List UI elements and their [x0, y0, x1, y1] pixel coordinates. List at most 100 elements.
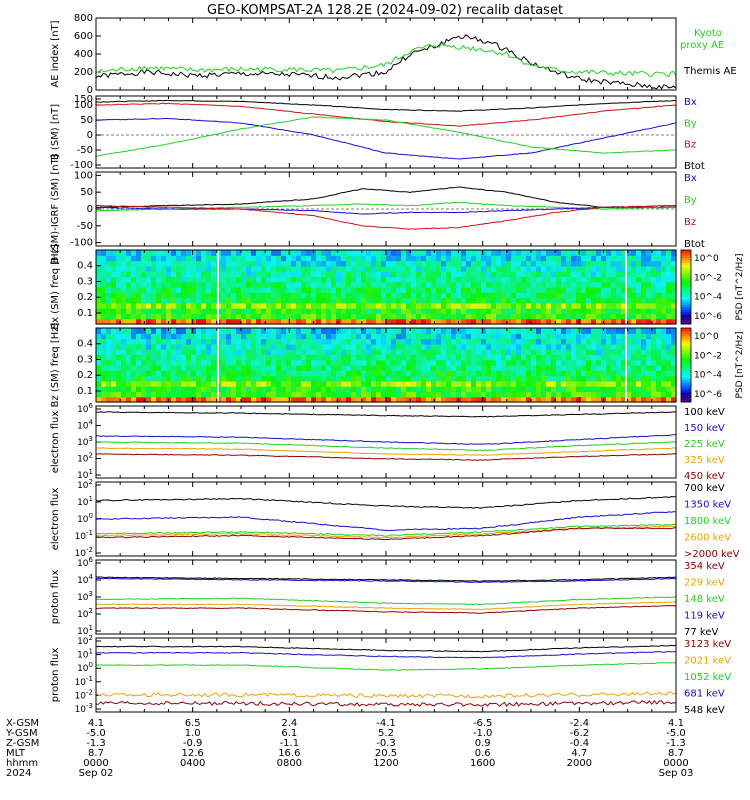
spectrogram-cell	[511, 260, 517, 267]
spectrogram-cell	[266, 292, 272, 299]
spectrogram-cell	[356, 260, 362, 267]
spectrogram-cell	[96, 297, 102, 304]
spectrogram-cell	[386, 343, 392, 350]
spectrogram-cell	[621, 359, 627, 366]
spectrogram-cell	[576, 386, 582, 393]
spectrogram-cell	[361, 265, 367, 272]
spectrogram-cell	[366, 318, 372, 325]
spectrogram-cell	[476, 359, 482, 366]
spectrogram-cell	[181, 281, 187, 288]
spectrogram-cell	[271, 287, 277, 293]
spectrogram-cell	[671, 292, 677, 299]
spectrogram-cell	[266, 380, 272, 387]
spectrogram-cell	[601, 375, 607, 382]
spectrogram-cell	[126, 318, 132, 325]
spectrogram-cell	[491, 396, 497, 403]
spectrogram-cell	[536, 328, 542, 334]
colorbar-step	[681, 379, 691, 383]
spectrogram-cell	[406, 302, 412, 309]
spectrogram-cell	[496, 287, 502, 293]
spectrogram-cell	[606, 359, 612, 366]
spectrogram-cell	[351, 271, 357, 278]
spectrogram-cell	[316, 292, 322, 299]
spectrogram-cell	[156, 260, 162, 267]
spectrogram-cell	[511, 302, 517, 309]
spectrogram-cell	[441, 354, 447, 361]
spectrogram-cell	[426, 276, 432, 283]
spectrogram-cell	[341, 308, 347, 315]
spectrogram-cell	[641, 287, 647, 293]
spectrogram-cell	[441, 375, 447, 382]
spectrogram-cell	[196, 297, 202, 304]
spectrogram-cell	[641, 349, 647, 356]
spectrogram-cell	[496, 365, 502, 371]
plot-frame	[95, 17, 677, 91]
spectrogram-cell	[611, 375, 617, 382]
spectrogram-cell	[661, 265, 667, 272]
spectrogram-cell	[661, 250, 667, 256]
spectrogram-cell	[386, 359, 392, 366]
spectrogram-cell	[231, 370, 237, 377]
spectrogram-cell	[506, 333, 512, 340]
spectrogram-cell	[361, 386, 367, 393]
spectrogram-cell	[161, 313, 167, 320]
spectrogram-cell	[131, 318, 137, 325]
spectrogram-cell	[631, 370, 637, 377]
data-gap	[625, 328, 627, 402]
spectrogram-cell	[266, 281, 272, 288]
spectrogram-cell	[531, 370, 537, 377]
spectrogram-cell	[431, 396, 437, 403]
spectrogram-cell	[381, 297, 387, 304]
spectrogram-cell	[106, 354, 112, 361]
spectrogram-cell	[401, 328, 407, 334]
spectrogram-cell	[206, 271, 212, 278]
spectrogram-cell	[431, 255, 437, 262]
spectrogram-cell	[116, 380, 122, 387]
spectrogram-cell	[291, 343, 297, 350]
spectrogram-cell	[406, 250, 412, 256]
legend-entry: 325 keV	[684, 455, 725, 466]
spectrogram-cell	[101, 302, 107, 309]
spectrogram-cell	[261, 318, 267, 325]
spectrogram-cell	[226, 370, 232, 377]
spectrogram-cell	[221, 365, 227, 371]
spectrogram-cell	[336, 328, 342, 334]
spectrogram-cell	[481, 276, 487, 283]
spectrogram-cell	[126, 308, 132, 315]
spectrogram-cell	[371, 396, 377, 403]
spectrogram-cell	[341, 354, 347, 361]
spectrogram-cell	[176, 318, 182, 325]
spectrogram-cell	[636, 281, 642, 288]
spectrogram-cell	[126, 380, 132, 387]
spectrogram-cell	[296, 349, 302, 356]
spectrogram-cell	[221, 318, 227, 325]
spectrogram-cell	[301, 391, 307, 398]
spectrogram-cell	[241, 343, 247, 350]
spectrogram-cell	[501, 302, 507, 309]
spectrogram-cell	[361, 302, 367, 309]
spectrogram-cell	[481, 338, 487, 345]
spectrogram-cell	[416, 343, 422, 350]
y-tick-label: 50	[80, 115, 93, 126]
spectrogram-cell	[561, 375, 567, 382]
spectrogram-cell	[276, 359, 282, 366]
spectrogram-cell	[271, 359, 277, 366]
spectrogram-cell	[211, 354, 217, 361]
spectrogram-cell	[411, 359, 417, 366]
spectrogram-cell	[181, 271, 187, 278]
spectrogram-cell	[666, 380, 672, 387]
spectrogram-cell	[566, 260, 572, 267]
spectrogram-cell	[151, 365, 157, 371]
spectrogram-cell	[671, 338, 677, 345]
y-tick-label: 150	[74, 94, 93, 105]
spectrogram-cell	[396, 260, 402, 267]
spectrogram-cell	[611, 365, 617, 371]
spectrogram-cell	[151, 349, 157, 356]
spectrogram-cell	[461, 343, 467, 350]
spectrogram-cell	[501, 354, 507, 361]
spectrogram-cell	[541, 318, 547, 325]
spectrogram-cell	[221, 375, 227, 382]
spectrogram-cell	[386, 386, 392, 393]
spectrogram-cell	[591, 391, 597, 398]
spectrogram-cell	[191, 396, 197, 403]
